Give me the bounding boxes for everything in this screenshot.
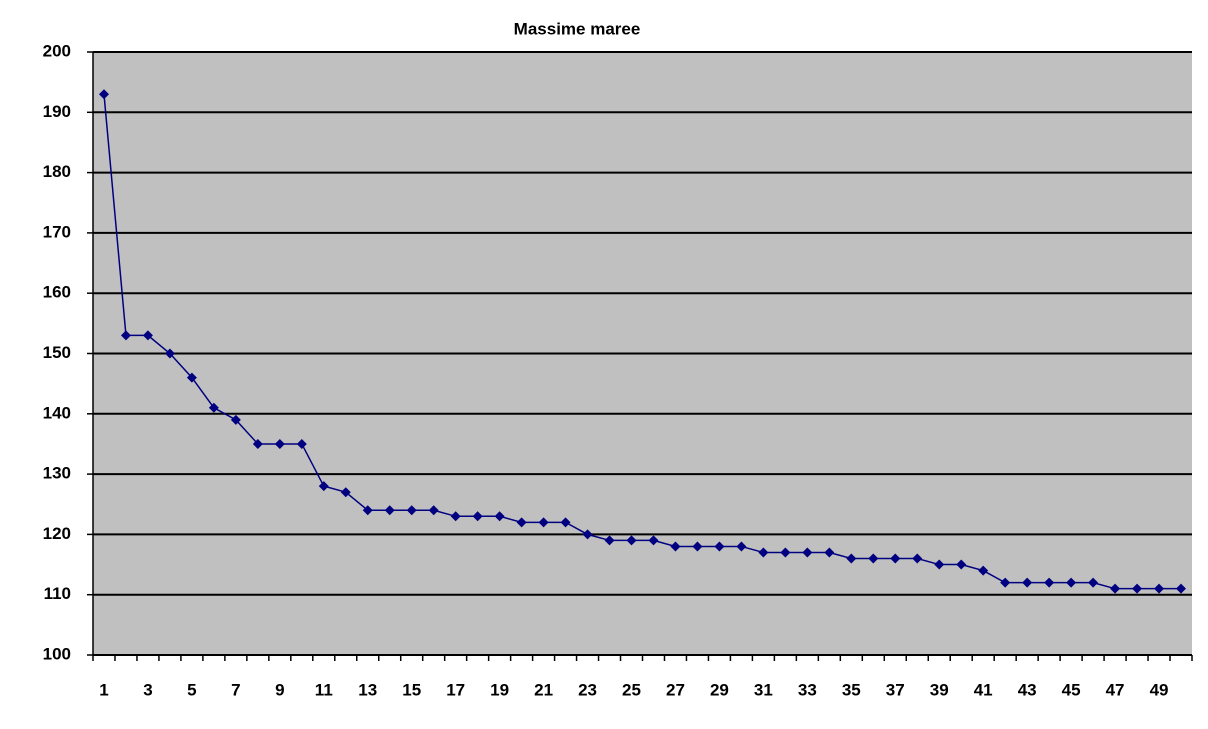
x-tick-label: 13	[358, 680, 377, 699]
data-point	[428, 505, 439, 516]
y-tick-label: 150	[43, 343, 71, 362]
data-point	[406, 505, 417, 516]
data-point	[362, 505, 373, 516]
data-point	[846, 553, 857, 564]
x-tick-label: 37	[886, 680, 905, 699]
data-point	[1176, 583, 1187, 594]
x-tick-label: 17	[446, 680, 465, 699]
y-tick-label: 100	[43, 644, 71, 663]
data-point	[252, 438, 263, 449]
y-tick-label: 200	[43, 41, 71, 60]
data-point	[142, 330, 153, 341]
data-point	[802, 547, 813, 558]
data-point	[978, 565, 989, 576]
data-point	[164, 348, 175, 359]
x-tick-label: 25	[622, 680, 641, 699]
data-point	[384, 505, 395, 516]
x-tick-label: 39	[930, 680, 949, 699]
data-point	[604, 535, 615, 546]
data-point	[186, 372, 197, 383]
x-tick-label: 29	[710, 680, 729, 699]
x-tick-label: 49	[1150, 680, 1169, 699]
data-point	[934, 559, 945, 570]
data-point	[318, 481, 329, 492]
chart-title: Massime maree	[514, 19, 641, 38]
data-point	[582, 529, 593, 540]
x-tick-label: 23	[578, 680, 597, 699]
data-point	[472, 511, 483, 522]
data-point	[824, 547, 835, 558]
y-tick-label: 130	[43, 464, 71, 483]
data-point	[1022, 577, 1033, 588]
data-point	[670, 541, 681, 552]
y-tick-label: 120	[43, 524, 71, 543]
data-point	[912, 553, 923, 564]
data-point	[714, 541, 725, 552]
data-point	[516, 517, 527, 528]
x-tick-label: 41	[974, 680, 993, 699]
x-tick-label: 33	[798, 680, 817, 699]
data-point	[1000, 577, 1011, 588]
data-point	[868, 553, 879, 564]
data-point	[1132, 583, 1143, 594]
data-point	[956, 559, 967, 570]
data-point	[1110, 583, 1121, 594]
data-point	[648, 535, 659, 546]
data-point	[296, 438, 307, 449]
data-point	[758, 547, 769, 558]
x-tick-label: 47	[1106, 680, 1125, 699]
data-point	[208, 402, 219, 413]
data-point	[494, 511, 505, 522]
x-tick-label: 21	[534, 680, 553, 699]
y-tick-label: 160	[43, 283, 71, 302]
data-point	[692, 541, 703, 552]
y-tick-label: 190	[43, 102, 71, 121]
data-point	[450, 511, 461, 522]
x-tick-label: 7	[231, 680, 240, 699]
data-point	[340, 487, 351, 498]
y-tick-label: 180	[43, 162, 71, 181]
data-point	[626, 535, 637, 546]
x-tick-label: 3	[143, 680, 152, 699]
x-tick-label: 1	[99, 680, 108, 699]
data-point	[538, 517, 549, 528]
data-point	[274, 438, 285, 449]
y-tick-label: 140	[43, 403, 71, 422]
data-point	[1044, 577, 1055, 588]
data-point	[120, 330, 131, 341]
data-point	[1066, 577, 1077, 588]
x-tick-label: 45	[1062, 680, 1081, 699]
x-tick-label: 9	[275, 680, 284, 699]
data-point	[98, 89, 109, 100]
x-tick-label: 27	[666, 680, 685, 699]
y-tick-label: 170	[43, 222, 71, 241]
x-tick-label: 19	[490, 680, 509, 699]
data-point	[780, 547, 791, 558]
x-tick-label: 11	[315, 680, 333, 699]
data-point	[1088, 577, 1099, 588]
data-point	[230, 414, 241, 425]
x-tick-label: 15	[402, 680, 421, 699]
data-point	[560, 517, 571, 528]
data-point	[890, 553, 901, 564]
x-tick-label: 35	[842, 680, 861, 699]
x-tick-label: 43	[1018, 680, 1037, 699]
x-tick-label: 5	[187, 680, 196, 699]
x-tick-label: 31	[754, 680, 773, 699]
data-point	[736, 541, 747, 552]
data-point	[1154, 583, 1165, 594]
y-tick-label: 110	[44, 584, 71, 603]
